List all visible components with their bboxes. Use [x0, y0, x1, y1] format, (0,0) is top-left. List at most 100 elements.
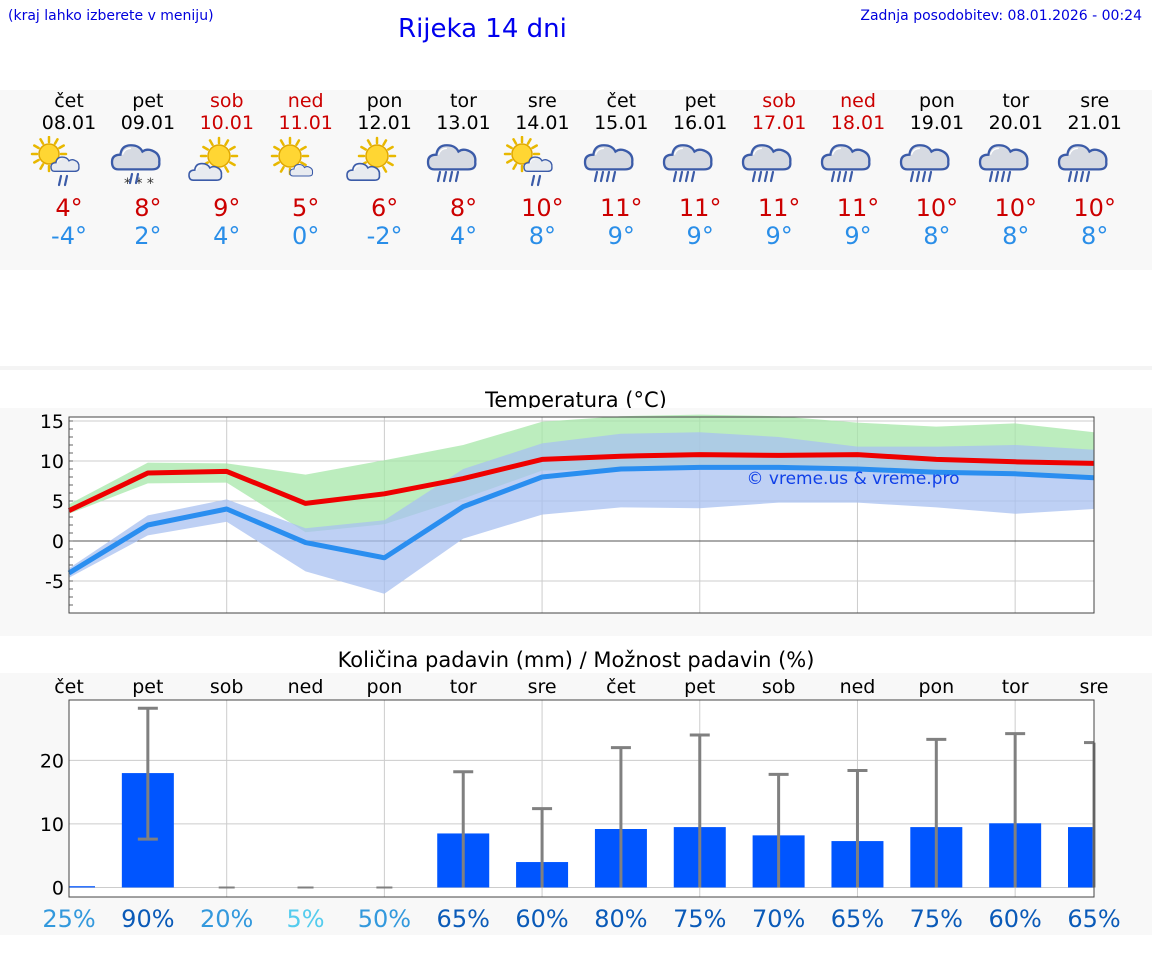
min-temperature: 8°	[1081, 222, 1109, 250]
x-category-label: tor	[1002, 676, 1029, 698]
day-date: 21.01	[1067, 112, 1122, 134]
max-temperature: 8°	[134, 194, 162, 222]
precipitation-bar	[1068, 827, 1094, 888]
min-temperature: 4°	[213, 222, 241, 250]
max-temperature: 10°	[994, 194, 1038, 222]
precipitation-probability: 25%	[42, 905, 95, 933]
min-temperature: 8°	[1002, 222, 1030, 250]
day-name: pet	[684, 90, 716, 112]
max-temperature: 11°	[678, 194, 722, 222]
day-date: 16.01	[672, 112, 728, 134]
precipitation-probability: 65%	[437, 905, 490, 933]
precipitation-probability: 80%	[594, 905, 647, 933]
y-tick-label: 20	[40, 750, 64, 772]
day-date: 10.01	[199, 112, 254, 134]
x-category-label: pet	[684, 676, 715, 698]
x-category-label: čet	[606, 676, 636, 698]
sun-small-cloud-icon	[270, 136, 334, 194]
cloud-rain-icon	[663, 136, 728, 194]
min-temperature: 8°	[923, 222, 951, 250]
max-temperature: 8°	[449, 194, 478, 222]
day-date: 14.01	[515, 112, 570, 134]
y-tick-label: 5	[52, 491, 64, 513]
x-category-label: tor	[450, 676, 477, 698]
temperature-chart: 15 10 5 0 -5 © vreme.us & vreme.pro	[0, 408, 1152, 636]
location-hint-link[interactable]: (kraj lahko izberete v meniju)	[8, 8, 214, 24]
plot-frame	[68, 416, 1095, 614]
day-date: 20.01	[988, 112, 1043, 134]
precipitation-probability: 20%	[200, 905, 253, 933]
x-category-label: pet	[132, 676, 163, 698]
day-date: 13.01	[436, 112, 491, 134]
precipitation-probability: 75%	[910, 905, 963, 933]
day-name: ned	[840, 90, 876, 112]
cloud-rain-icon	[426, 136, 492, 194]
y-tick-label: 10	[40, 814, 64, 836]
sun-cloud-icon	[188, 136, 255, 194]
precipitation-probability: 70%	[752, 905, 805, 933]
max-temperature-line	[67, 452, 1095, 513]
separator	[0, 366, 1152, 370]
min-temperature-line	[67, 464, 1095, 576]
x-category-label: sob	[210, 676, 244, 698]
last-updated: Zadnja posodobitev: 08.01.2026 - 00:24	[860, 8, 1142, 24]
day-name: pon	[366, 90, 403, 112]
min-temperature: 0°	[292, 222, 320, 250]
day-name: ned	[287, 90, 324, 112]
y-tick-label: 15	[40, 411, 64, 433]
precipitation-probability: 65%	[831, 905, 884, 933]
sun-cloud-rain-icon	[30, 136, 97, 194]
svg-text:* * *: * * *	[124, 176, 154, 192]
y-tick-label: 10	[40, 451, 64, 473]
cloud-rain-icon	[820, 136, 886, 194]
cloud-rain-icon	[741, 136, 807, 194]
y-tick-label: 0	[52, 877, 64, 899]
precipitation-probability: 60%	[515, 905, 568, 933]
precipitation-probability: 65%	[1067, 905, 1120, 933]
day-column: pet 16.01 11° 9°	[660, 90, 740, 250]
min-temperature: -4°	[51, 222, 87, 250]
max-temperature: 11°	[757, 194, 801, 222]
x-category-label: sob	[762, 676, 796, 698]
day-name: sre	[527, 90, 557, 112]
precipitation-bar	[69, 886, 95, 888]
day-name: pon	[919, 90, 955, 112]
day-column: pon 12.01 6° -2°	[345, 90, 425, 250]
watermark: © vreme.us & vreme.pro	[746, 469, 959, 489]
cloud-rain-icon	[978, 136, 1044, 194]
day-column: ned 18.01 11° 9°	[818, 90, 898, 250]
max-temperature: 10°	[521, 194, 564, 222]
min-temperature: 9°	[765, 222, 793, 250]
day-column: tor 20.01 10° 8°	[976, 90, 1056, 250]
day-column: sre 21.01 10° 8°	[1055, 90, 1135, 250]
day-date: 17.01	[751, 112, 807, 134]
day-date: 19.01	[909, 112, 965, 134]
cloud-rain-icon	[584, 136, 649, 194]
precipitation-probability: 5%	[286, 905, 324, 933]
max-temperature: 6°	[370, 194, 399, 222]
day-name: čet	[606, 90, 637, 112]
page-title: Rijeka 14 dni	[398, 14, 567, 44]
max-temperature: 4°	[55, 194, 83, 222]
day-date: 11.01	[278, 112, 333, 134]
day-date: 09.01	[120, 112, 176, 134]
y-tick-label: -5	[45, 571, 64, 593]
x-category-label: čet	[54, 676, 84, 698]
precipitation-chart: 20 10 0 čet pet sob ned pon tor sre čet pet sob ned po…	[0, 673, 1152, 935]
min-temperature: 2°	[134, 222, 162, 250]
x-category-label: sre	[528, 676, 557, 698]
day-name: sob	[210, 90, 244, 112]
precipitation-chart-title: Količina padavin (mm) / Možnost padavin …	[337, 648, 815, 672]
day-column: pon 19.01 10° 8°	[897, 90, 977, 250]
max-temperature: 5°	[292, 194, 320, 222]
min-temperature: 9°	[607, 222, 635, 250]
sun-cloud-rain-icon	[504, 136, 570, 194]
day-name: tor	[450, 90, 477, 112]
y-tick-label: 0	[52, 531, 64, 553]
day-name: čet	[54, 90, 84, 112]
day-column: sre 14.01 10° 8°	[502, 90, 582, 250]
max-temperature: 10°	[915, 194, 959, 222]
cloud-snow-icon: * * *	[110, 136, 176, 194]
sun-cloud-icon	[345, 136, 413, 194]
day-column: ned 11.01 5° 0°	[266, 90, 346, 250]
